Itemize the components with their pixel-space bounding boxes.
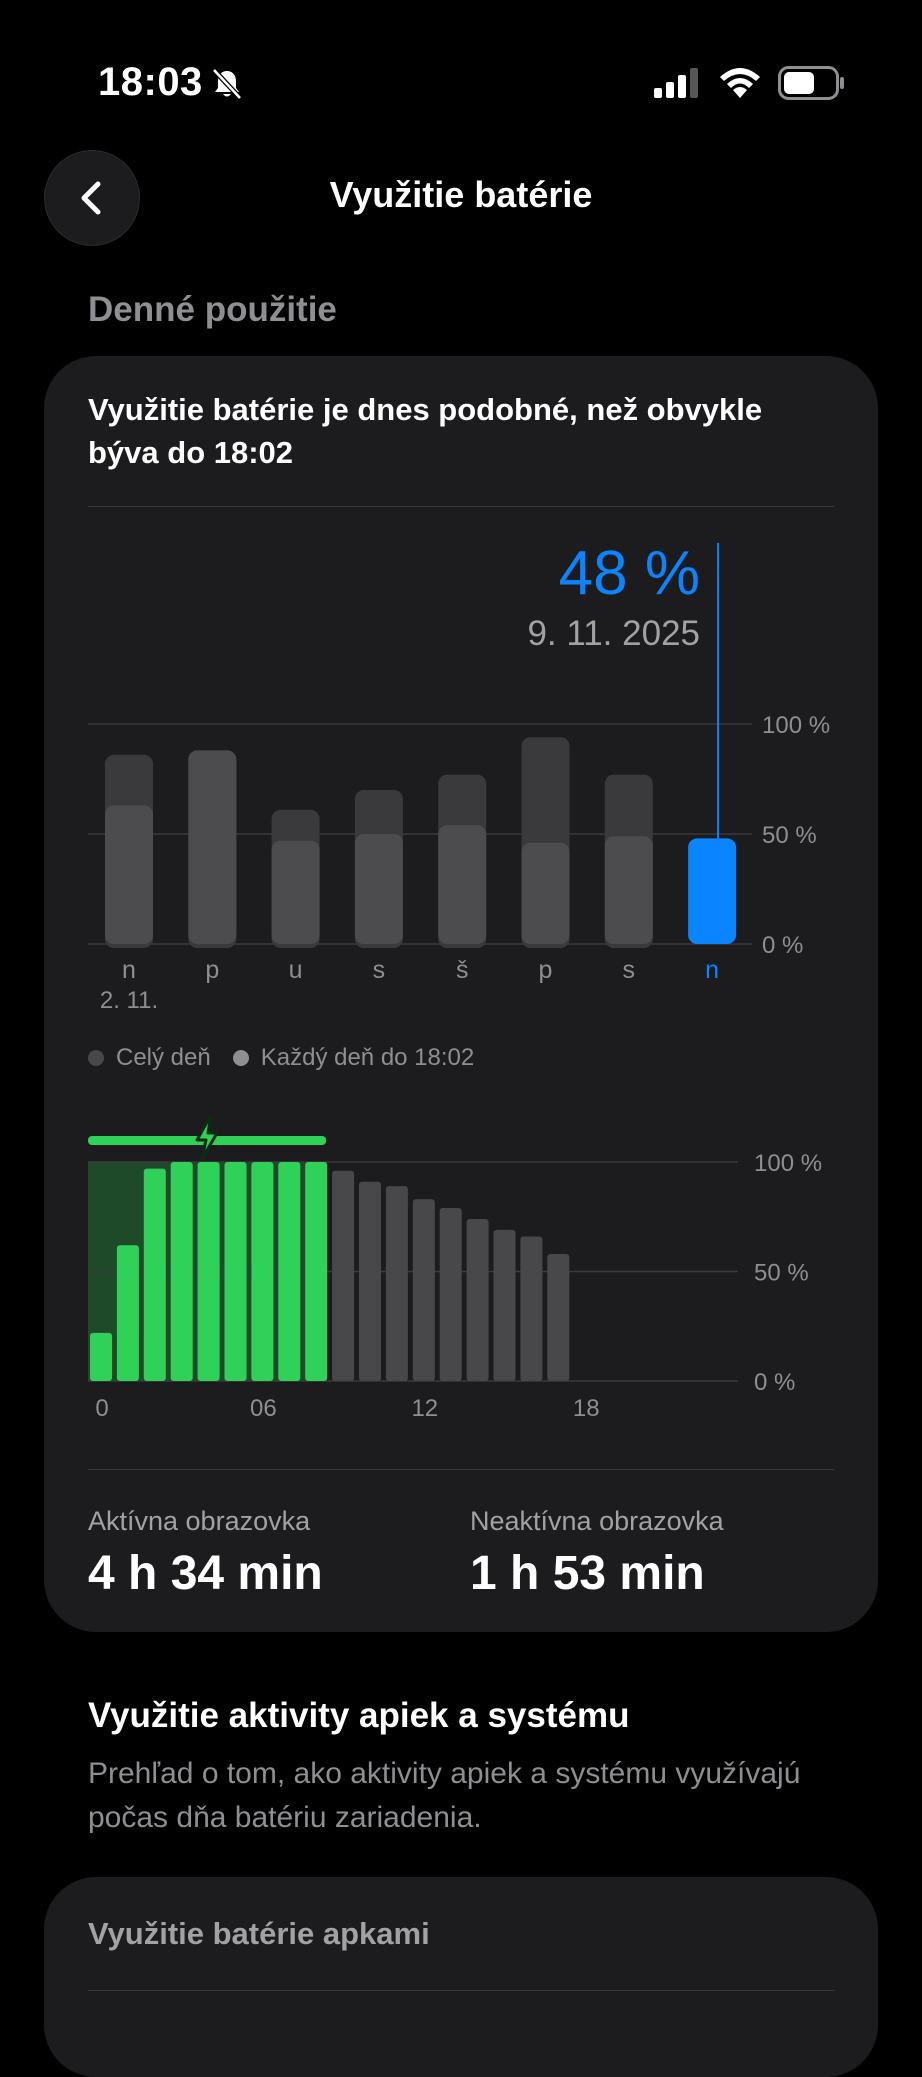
- bar-charging: [90, 1332, 112, 1381]
- lightning-bolt-icon: [195, 1113, 219, 1161]
- bar-charging: [116, 1245, 139, 1381]
- bar-until-time: [105, 805, 153, 944]
- section-title-daily: Denné použitie: [88, 290, 337, 329]
- bar-discharging: [466, 1218, 489, 1381]
- hourly-battery-chart[interactable]: 100 % 50 % 0 % 0 06 12 18: [0, 0, 922, 1440]
- bar-charging: [143, 1168, 166, 1381]
- app-usage-card-title: Využitie batérie apkami: [88, 1916, 430, 1951]
- chart-legend: Celý deň Každý deň do 18:02: [88, 1044, 474, 1072]
- selected-date: 9. 11. 2025: [527, 614, 700, 653]
- back-button[interactable]: [44, 150, 140, 246]
- x-tick-label: u: [289, 956, 303, 984]
- y-tick-label: 50 %: [762, 822, 817, 849]
- y-tick-label: 50 %: [754, 1260, 809, 1287]
- x-tick-label: 12: [411, 1395, 438, 1422]
- section-title-activity: Využitie aktivity apiek a systému: [88, 1696, 630, 1735]
- x-tick-label: n: [122, 956, 136, 984]
- divider: [88, 506, 834, 507]
- x-tick-label: š: [456, 956, 469, 984]
- x-tick-label: s: [373, 956, 386, 984]
- x-tick-sublabel: 2. 11.: [100, 987, 158, 1014]
- divider: [88, 1469, 834, 1470]
- active-screen-value: 4 h 34 min: [88, 1547, 323, 1600]
- bar-discharging: [332, 1170, 355, 1381]
- bar-charging: [305, 1162, 328, 1381]
- usage-headline: Využitie batérie je dnes podobné, než ob…: [88, 392, 763, 470]
- wifi-icon: [720, 68, 760, 98]
- bar-until-time: [438, 825, 487, 944]
- bar-charging: [197, 1162, 220, 1381]
- legend-dot-until-time: [232, 1050, 249, 1066]
- bar-discharging: [359, 1181, 381, 1381]
- bar-until-time: [521, 842, 570, 944]
- active-screen-label: Aktívna obrazovka: [88, 1506, 311, 1536]
- bar-charging: [278, 1162, 301, 1381]
- battery-icon: [778, 66, 844, 100]
- x-tick-label: s: [623, 956, 636, 984]
- bell-slash-icon: [212, 68, 242, 100]
- legend-dot-full-day: [88, 1050, 104, 1066]
- selected-value: 48 %: [558, 539, 700, 608]
- bar-until-time: [188, 750, 237, 944]
- x-tick-label: 0: [95, 1395, 108, 1422]
- daily-battery-chart[interactable]: 100 % 50 % 0 % n p u s š p s n 2. 11.: [0, 0, 922, 1020]
- bar-charging: [224, 1162, 247, 1381]
- bar-discharging: [439, 1207, 462, 1381]
- x-tick-label: n: [705, 956, 719, 984]
- bar-discharging: [520, 1236, 543, 1381]
- inactive-screen-value: 1 h 53 min: [470, 1547, 705, 1600]
- bar-discharging: [412, 1199, 435, 1381]
- bar-until-time: [271, 840, 320, 944]
- inactive-screen-label: Neaktívna obrazovka: [470, 1506, 724, 1536]
- x-tick-label: p: [205, 956, 219, 984]
- divider: [88, 1990, 834, 1991]
- legend-label-full-day: Celý deň: [116, 1044, 211, 1071]
- section-description-activity: Prehľad o tom, ako aktivity apiek a syst…: [88, 1757, 801, 1834]
- page-title: Využitie batérie: [329, 174, 593, 215]
- bar-today: [688, 838, 737, 944]
- bar-discharging: [385, 1186, 408, 1381]
- bar-charging: [251, 1162, 274, 1381]
- bar-charging: [170, 1162, 193, 1381]
- app-usage-card[interactable]: [44, 1877, 878, 2077]
- x-tick-label: p: [539, 956, 553, 984]
- bar-discharging: [493, 1229, 516, 1381]
- bar-until-time: [354, 834, 403, 944]
- legend-label-until-time: Každý deň do 18:02: [260, 1044, 475, 1071]
- x-tick-label: 06: [250, 1395, 277, 1422]
- chevron-left-icon: [81, 181, 101, 215]
- y-tick-label: 100 %: [762, 712, 830, 739]
- status-time: 18:03: [98, 60, 203, 104]
- daily-usage-card: [44, 356, 878, 1632]
- bar-until-time: [604, 836, 653, 944]
- y-tick-label: 0 %: [762, 932, 803, 959]
- y-tick-label: 0 %: [754, 1369, 795, 1396]
- x-tick-label: 18: [573, 1395, 600, 1422]
- cellular-signal-icon: [654, 68, 698, 98]
- y-tick-label: 100 %: [754, 1150, 822, 1177]
- bar-discharging: [547, 1253, 570, 1381]
